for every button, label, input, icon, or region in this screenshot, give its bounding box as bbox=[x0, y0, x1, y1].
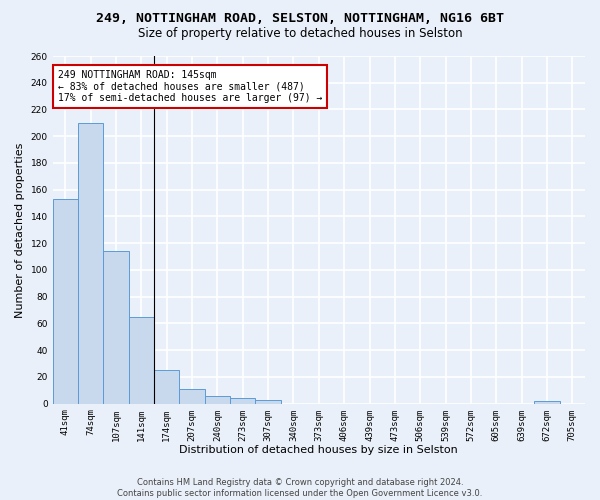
Bar bbox=[78, 123, 103, 404]
Bar bbox=[535, 401, 560, 404]
Bar bbox=[256, 400, 281, 404]
Text: Contains HM Land Registry data © Crown copyright and database right 2024.
Contai: Contains HM Land Registry data © Crown c… bbox=[118, 478, 482, 498]
Bar bbox=[154, 370, 179, 404]
Text: 249 NOTTINGHAM ROAD: 145sqm
← 83% of detached houses are smaller (487)
17% of se: 249 NOTTINGHAM ROAD: 145sqm ← 83% of det… bbox=[58, 70, 322, 103]
Text: Size of property relative to detached houses in Selston: Size of property relative to detached ho… bbox=[137, 28, 463, 40]
Bar bbox=[103, 252, 129, 404]
X-axis label: Distribution of detached houses by size in Selston: Distribution of detached houses by size … bbox=[179, 445, 458, 455]
Bar bbox=[179, 389, 205, 404]
Bar bbox=[129, 317, 154, 404]
Bar bbox=[230, 398, 256, 404]
Y-axis label: Number of detached properties: Number of detached properties bbox=[15, 142, 25, 318]
Bar bbox=[205, 396, 230, 404]
Text: 249, NOTTINGHAM ROAD, SELSTON, NOTTINGHAM, NG16 6BT: 249, NOTTINGHAM ROAD, SELSTON, NOTTINGHA… bbox=[96, 12, 504, 26]
Bar bbox=[53, 199, 78, 404]
